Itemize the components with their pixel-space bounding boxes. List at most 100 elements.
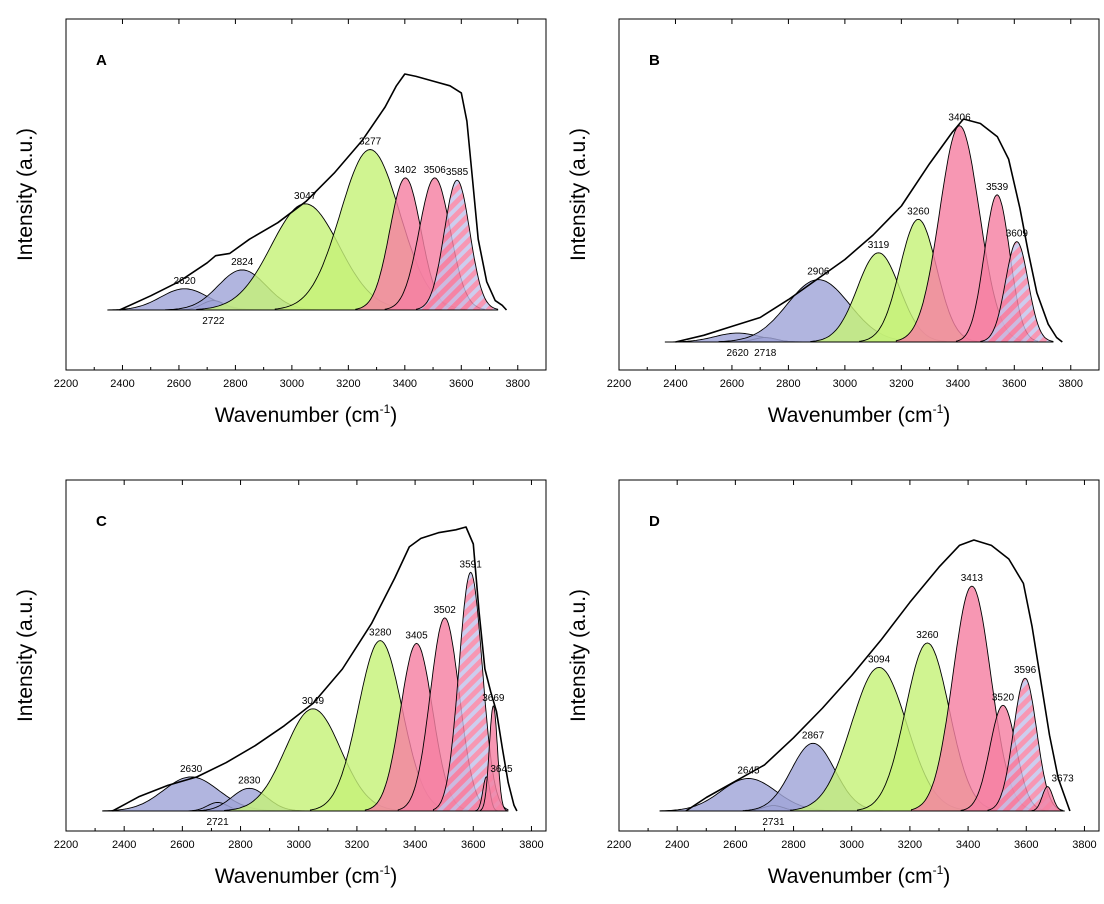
peak-label: 3405 [405,630,428,641]
x-tick-label: 2400 [665,839,689,851]
spectrum-envelope [119,73,508,311]
x-tick-label: 3400 [393,378,417,390]
plot-frame [65,479,547,832]
x-tick-label: 3200 [898,839,922,851]
spectrum-envelope [675,118,1063,343]
x-tick-label: 3600 [461,839,485,851]
panel-letter: D [649,513,660,530]
x-tick-label: 2600 [723,839,747,851]
peak-label: 3260 [907,206,930,217]
peak-label: 2721 [206,817,229,828]
x-tick-label: 3800 [519,839,543,851]
peak-label: 3539 [986,182,1009,193]
x-tick-label: 3400 [946,378,970,390]
peak-3609 [980,241,1054,343]
peak-label: 3119 [868,240,890,251]
x-tick-label: 3400 [403,839,427,851]
x-tick-label: 2200 [54,839,78,851]
peak-label: 2620 [173,276,196,287]
peak-label: 3049 [302,696,325,707]
x-tick-label: 2200 [607,839,631,851]
x-tick-label: 3200 [345,839,369,851]
x-tick-label: 3600 [1014,839,1038,851]
x-tick-label: 2600 [720,378,744,390]
panel-letter: A [96,52,107,69]
peak-label: 3673 [1052,774,1075,785]
x-tick-label: 3600 [449,378,473,390]
peak-label: 2867 [802,730,825,741]
peak-label: 3402 [394,165,417,176]
x-tick-label: 3200 [336,378,360,390]
x-tick-label: 3600 [1002,378,1026,390]
x-tick-label: 2800 [228,839,252,851]
panel-a: 2200 2400 2600 2800 3000 3200 3400 3600 3800 2620… [14,18,547,427]
x-axis-title: Wavenumber (cm-1) [768,402,951,427]
panel-letter: B [649,52,660,69]
x-tick-label: 2600 [170,839,194,851]
x-tick-label: 2400 [110,378,134,390]
x-axis-title: Wavenumber (cm-1) [215,863,398,888]
x-tick-label: 3000 [280,378,304,390]
x-tick-label: 3800 [506,378,530,390]
peak-label: 3277 [359,137,382,148]
peak-label: 2824 [231,257,254,268]
x-tick-label: 3800 [1072,839,1096,851]
panel-b: 2200 2400 2600 2800 3000 3200 3400 3600 3800 2620… [567,18,1100,427]
plot-frame [618,18,1100,371]
panel-d: 2200 2400 2600 2800 3000 3200 3400 3600 3800 2645… [567,479,1100,888]
peak-label: 2731 [762,817,785,828]
peak-label: 3260 [916,630,939,641]
peak-label: 3645 [490,764,513,775]
peak-label: 3047 [294,191,317,202]
peak-label: 2830 [238,775,261,786]
x-tick-label: 2800 [776,378,800,390]
peak-label: 3506 [424,165,447,176]
peak-label: 3413 [961,573,984,584]
peak-label: 2630 [180,764,203,775]
spectrum-envelope [685,539,1071,812]
peak-label: 2718 [754,348,777,359]
peak-label: 3502 [434,605,457,616]
peak-label: 3609 [1006,229,1029,240]
x-tick-label: 3800 [1059,378,1083,390]
panel-c: 2200 2400 2600 2800 3000 3200 3400 3600 3800 2630… [14,479,547,888]
panel-letter: C [96,513,107,530]
y-axis-title: Intensity (a.u.) [567,128,590,261]
peak-label: 2722 [202,316,225,327]
peak-3673 [1030,786,1065,812]
x-tick-label: 3000 [286,839,310,851]
plot-frame [618,479,1100,832]
x-axis-title: Wavenumber (cm-1) [768,863,951,888]
x-tick-label: 2800 [781,839,805,851]
x-tick-label: 2200 [54,378,78,390]
peak-label: 2620 [726,348,749,359]
y-axis-title: Intensity (a.u.) [14,128,37,261]
peak-3585 [415,179,499,311]
peak-label: 3585 [446,167,469,178]
peak-label: 3669 [482,693,505,704]
y-axis-title: Intensity (a.u.) [14,589,37,722]
x-tick-label: 3000 [839,839,863,851]
x-tick-label: 2600 [167,378,191,390]
peak-label: 3406 [948,113,971,124]
x-tick-label: 3200 [889,378,913,390]
plot-frame [65,18,547,371]
spectrum-envelope [112,526,518,812]
x-tick-label: 2400 [112,839,136,851]
peak-label: 3280 [369,628,392,639]
x-tick-label: 3000 [833,378,857,390]
x-axis-title: Wavenumber (cm-1) [215,402,398,427]
x-tick-label: 3400 [956,839,980,851]
x-tick-label: 2800 [223,378,247,390]
x-tick-label: 2200 [607,378,631,390]
peak-3669 [479,705,507,812]
peak-label: 3520 [992,692,1015,703]
peak-label: 2906 [807,267,830,278]
x-tick-label: 2400 [663,378,687,390]
peak-label: 2645 [737,765,760,776]
peak-label: 3094 [868,654,891,665]
peak-label: 3591 [460,559,483,570]
peak-label: 3596 [1014,665,1037,676]
y-axis-title: Intensity (a.u.) [567,589,590,722]
